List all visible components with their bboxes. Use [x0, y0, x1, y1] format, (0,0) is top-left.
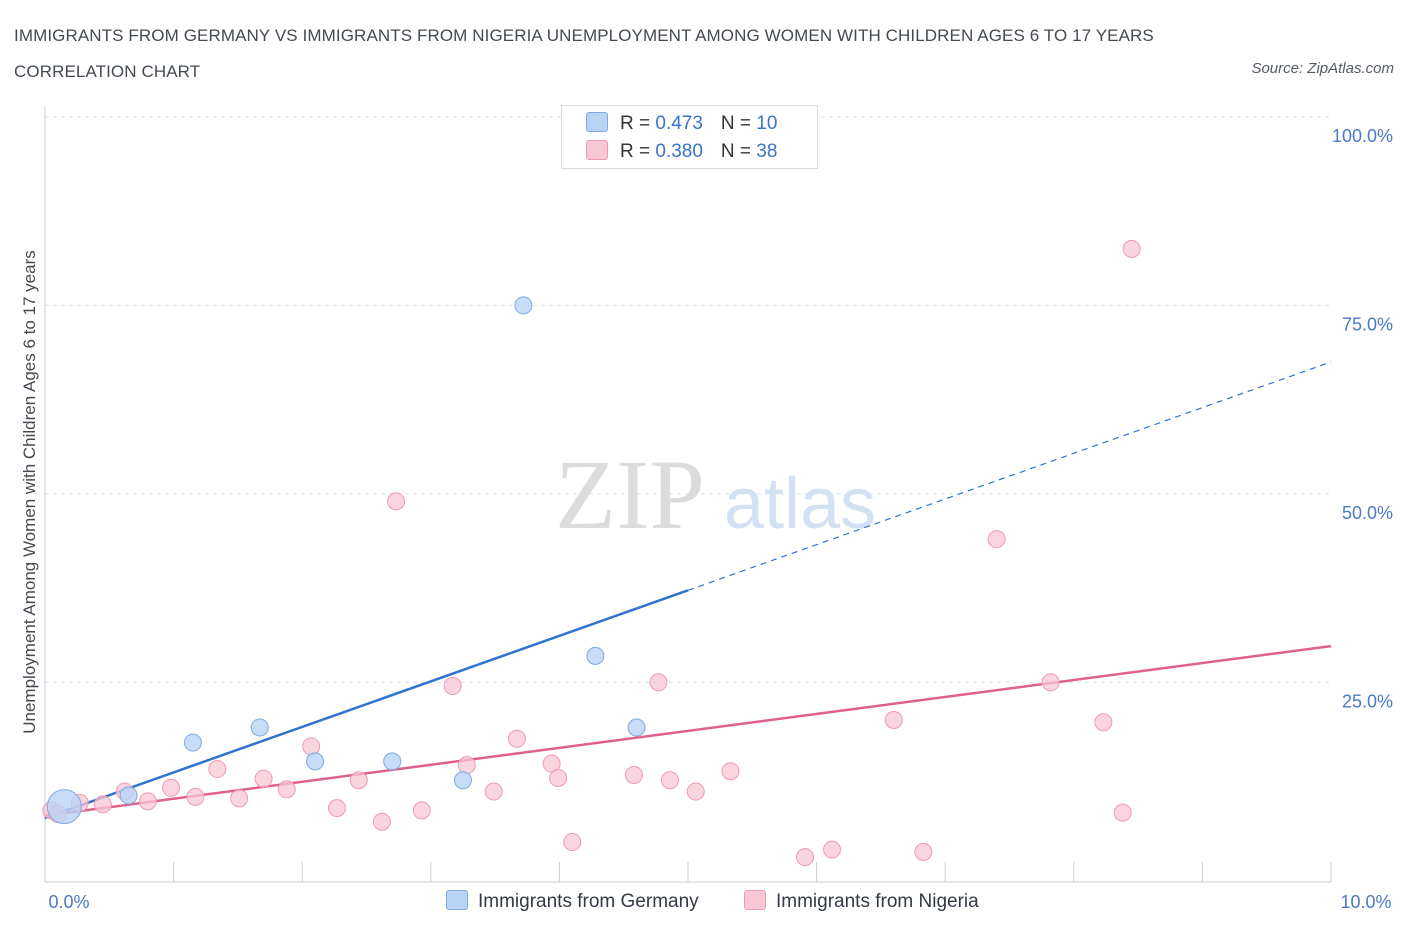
- germany-point: [119, 786, 138, 805]
- watermark-atlas: atlas: [724, 464, 876, 544]
- legend-n-value: 38: [756, 141, 778, 162]
- nigeria-point: [796, 848, 815, 867]
- nigeria-point: [624, 765, 643, 784]
- nigeria-point: [507, 729, 526, 748]
- nigeria-point: [302, 737, 321, 756]
- legend-row-germany: R = 0.473 N = 10: [586, 111, 777, 137]
- legend-item-nigeria[interactable]: Immigrants from Nigeria: [744, 889, 979, 915]
- nigeria-point: [660, 771, 679, 790]
- nigeria-point: [1041, 673, 1060, 692]
- germany-point: [250, 718, 269, 737]
- nigeria-point: [1113, 803, 1132, 822]
- germany-trend-line: [44, 589, 689, 820]
- nigeria-point: [186, 787, 205, 806]
- nigeria-point: [1094, 713, 1113, 732]
- nigeria-point: [563, 833, 582, 852]
- nigeria-point: [443, 677, 462, 696]
- nigeria-point: [649, 673, 668, 692]
- legend-n-label: N =: [720, 141, 757, 162]
- nigeria-point: [349, 771, 368, 790]
- y-tick-label: 75.0%: [1342, 314, 1393, 334]
- legend-row-nigeria: R = 0.380 N = 38: [586, 139, 777, 165]
- germany-point: [514, 296, 533, 315]
- nigeria-point: [254, 769, 273, 788]
- grid-lines: [45, 116, 1331, 683]
- y-tick-label: 25.0%: [1342, 691, 1393, 711]
- watermark-zip: ZIP: [555, 439, 705, 550]
- legend-r-value: 0.473: [655, 113, 703, 134]
- nigeria-point: [686, 782, 705, 801]
- germany-point: [183, 733, 202, 752]
- chart-title: IMMIGRANTS FROM GERMANY VS IMMIGRANTS FR…: [14, 26, 1154, 81]
- germany-point: [586, 646, 605, 665]
- nigeria-point: [549, 768, 568, 787]
- watermark: ZIP atlas: [555, 439, 876, 550]
- nigeria-point: [1122, 239, 1141, 258]
- nigeria-point: [484, 782, 503, 801]
- nigeria-point: [387, 492, 406, 511]
- nigeria-point: [987, 530, 1006, 549]
- nigeria-point: [208, 759, 227, 778]
- x-tick-label: 0.0%: [48, 892, 89, 912]
- nigeria-swatch: [586, 140, 608, 160]
- legend-r-label: R =: [620, 113, 656, 134]
- legend-r-label: R =: [620, 141, 656, 162]
- germany-point: [383, 752, 402, 771]
- nigeria-point: [412, 801, 431, 820]
- germany-trend-extension: [687, 361, 1332, 591]
- axes: [44, 107, 1332, 883]
- legend-item-germany[interactable]: Immigrants from Germany: [446, 889, 699, 915]
- nigeria-point: [721, 762, 740, 781]
- legend-nigeria-label: Immigrants from Nigeria: [776, 891, 979, 912]
- tick-labels: 25.0% 50.0% 75.0% 100.0% 0.0% 10.0%: [48, 126, 1393, 912]
- nigeria-point: [914, 842, 933, 861]
- nigeria-point: [230, 789, 249, 808]
- y-axis-label: Unemployment Among Women with Children A…: [20, 250, 39, 734]
- legend-r-value: 0.380: [655, 141, 703, 162]
- nigeria-point: [457, 756, 476, 775]
- nigeria-trend-line: [44, 644, 1332, 817]
- legend-n-value: 10: [756, 113, 778, 134]
- nigeria-point: [372, 812, 391, 831]
- nigeria-point: [327, 799, 346, 818]
- y-tick-label: 100.0%: [1332, 126, 1393, 146]
- legend-germany-label: Immigrants from Germany: [478, 891, 699, 912]
- germany-swatch: [446, 890, 468, 910]
- germany-point: [46, 789, 82, 825]
- correlation-legend: R = 0.473 N = 10 R = 0.380 N = 38: [561, 105, 818, 169]
- germany-point: [306, 752, 325, 771]
- x-tick-label: 10.0%: [1340, 892, 1391, 912]
- nigeria-swatch: [744, 890, 766, 910]
- nigeria-point: [162, 778, 181, 797]
- y-tick-label: 50.0%: [1342, 503, 1393, 523]
- nigeria-point: [884, 710, 903, 729]
- data-points: [42, 239, 1141, 867]
- nigeria-point: [277, 780, 296, 799]
- nigeria-point: [823, 840, 842, 859]
- germany-swatch: [586, 112, 608, 132]
- germany-point: [627, 718, 646, 737]
- trend-lines: [44, 361, 1332, 820]
- legend-n-label: N =: [720, 113, 757, 134]
- series-legend: Immigrants from Germany Immigrants from …: [0, 889, 1406, 915]
- germany-point: [453, 771, 472, 790]
- source-credit: Source: ZipAtlas.com: [1251, 60, 1394, 77]
- nigeria-point: [138, 792, 157, 811]
- nigeria-point: [93, 795, 112, 814]
